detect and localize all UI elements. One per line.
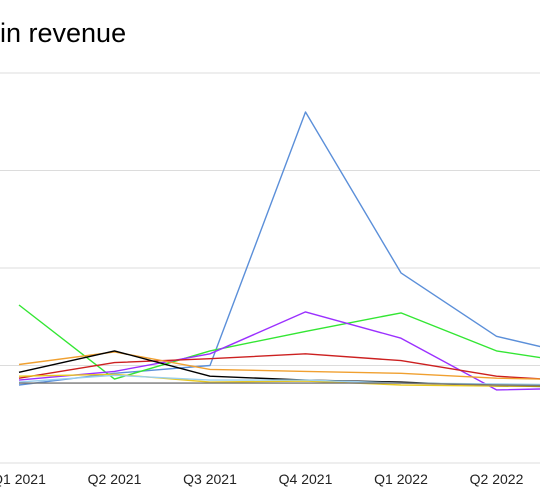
chart-title: in revenue: [0, 18, 127, 48]
series-line-2: [18, 304, 540, 380]
series-line-7: [18, 373, 540, 387]
series-line-5: [18, 351, 540, 380]
series-line-4: [18, 353, 540, 380]
gridlines: [0, 72, 540, 464]
series-line-1: [18, 111, 540, 386]
x-tick-label: Q4 2021: [279, 471, 333, 487]
series-line-9: [19, 382, 540, 387]
series-line-8: [18, 374, 540, 386]
x-axis-ticks: Q1 2021 Q2 2021 Q3 2021 Q4 2021 Q1 2022 Q2 20…: [0, 471, 524, 487]
x-tick-label: Q1 2021: [0, 471, 46, 487]
x-tick-label: Q2 2021: [88, 471, 142, 487]
x-tick-label: Q2 2022: [470, 471, 524, 487]
series-line-3: [18, 311, 540, 391]
series-lines: [18, 111, 540, 391]
x-tick-label: Q1 2022: [374, 471, 428, 487]
x-tick-label: Q3 2021: [183, 471, 237, 487]
